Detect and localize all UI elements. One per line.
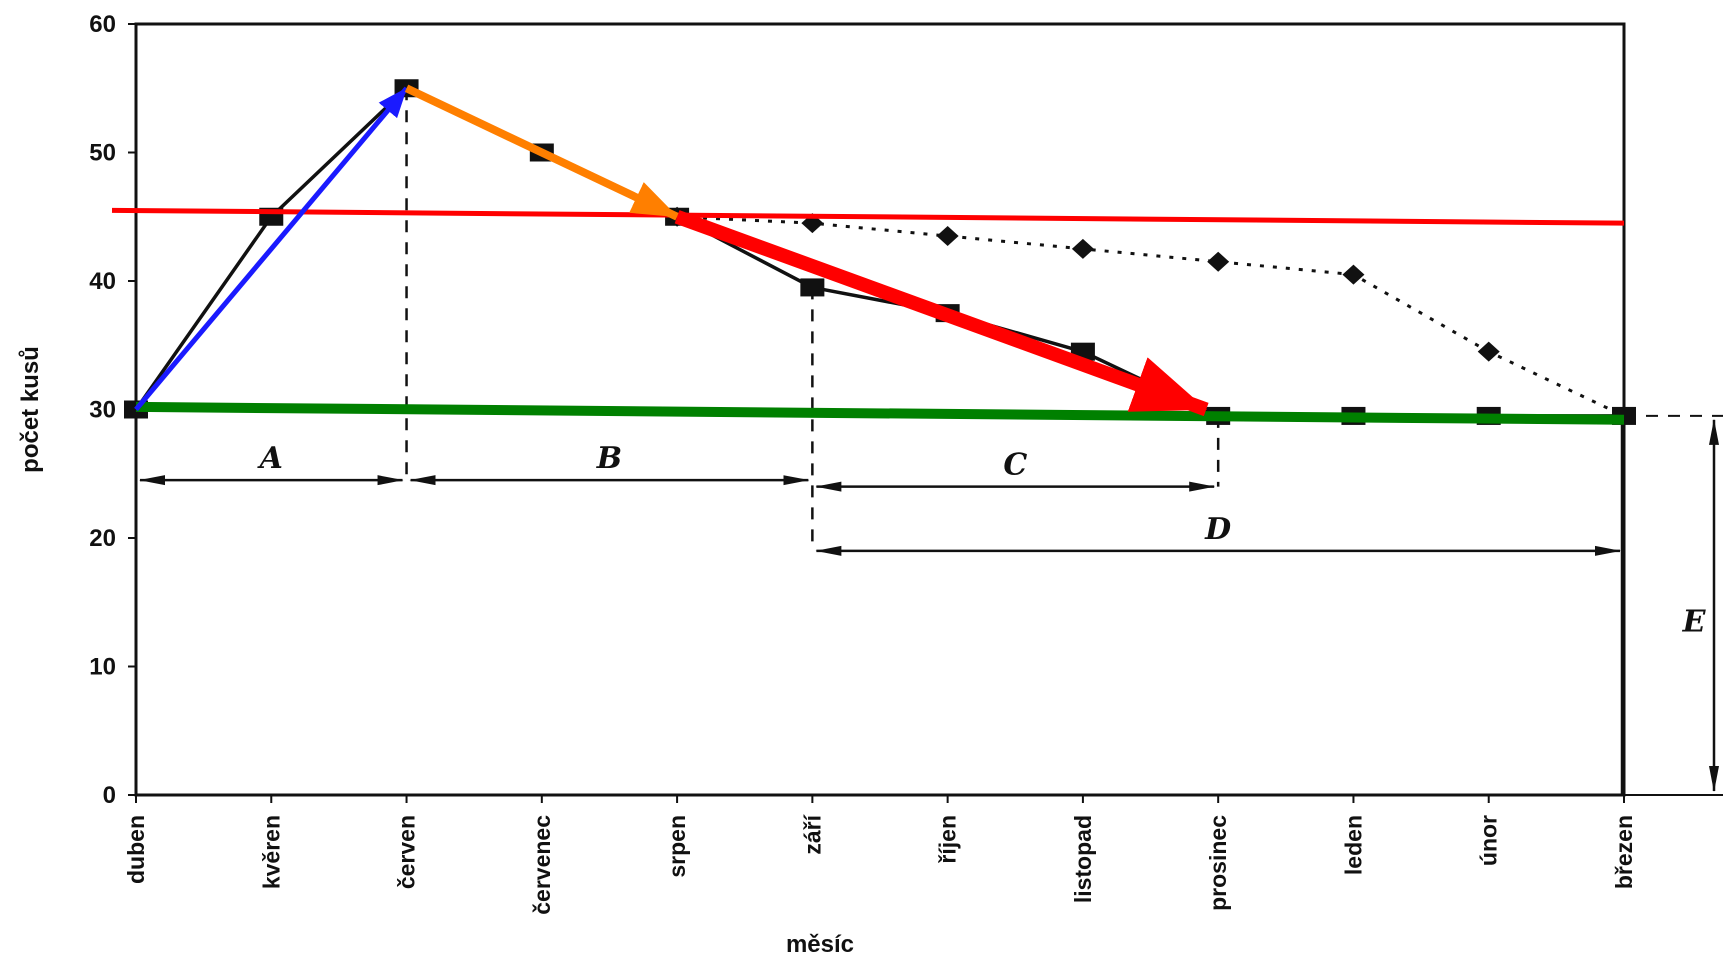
series-line-2 [677,215,1625,418]
x-tick-label: prosinec [1205,815,1231,911]
x-tick-label: červen [394,815,420,889]
y-tick-label: 40 [89,268,116,295]
x-tick-label: duben [123,815,149,884]
y-tick-label: 0 [103,782,116,809]
y-tick-label: 30 [89,397,116,424]
x-axis-title: měsíc [786,931,854,958]
y-axis-title: počet kusů [17,346,44,473]
x-tick-label: listopad [1070,815,1096,903]
diamond-marker [1342,264,1365,285]
square-marker [800,278,825,297]
x-tick-label: červenec [529,815,555,915]
x-tick-label: únor [1476,815,1502,866]
orange-arrow [404,84,679,221]
span-label-b: B [596,441,622,476]
x-tick-label: kvěren [258,815,284,889]
x-tick-label: srpen [664,815,690,878]
x-tick-label: září [799,813,825,854]
y-tick-label: 20 [89,525,116,552]
diamond-marker [936,226,959,247]
x-tick-label: leden [1340,815,1366,875]
blue-arrow [134,86,409,412]
green-reference-line [135,401,1625,425]
y-tick-label: 50 [89,140,116,167]
red-arrow [674,210,1209,417]
span-label-e: E [1682,604,1707,639]
y-tick-label: 10 [89,654,116,681]
span-label-d: D [1204,512,1231,547]
x-tick-label: březen [1611,815,1637,889]
span-label-c: C [1003,448,1027,483]
diamond-marker [1477,341,1500,362]
diamond-marker [1207,251,1230,272]
x-tick-label: říjen [935,815,961,864]
y-tick-label: 60 [89,11,116,38]
span-label-a: A [257,441,283,476]
diamond-marker [1071,238,1094,259]
red-reference-line [111,207,1625,226]
series-line-1 [134,86,1624,418]
